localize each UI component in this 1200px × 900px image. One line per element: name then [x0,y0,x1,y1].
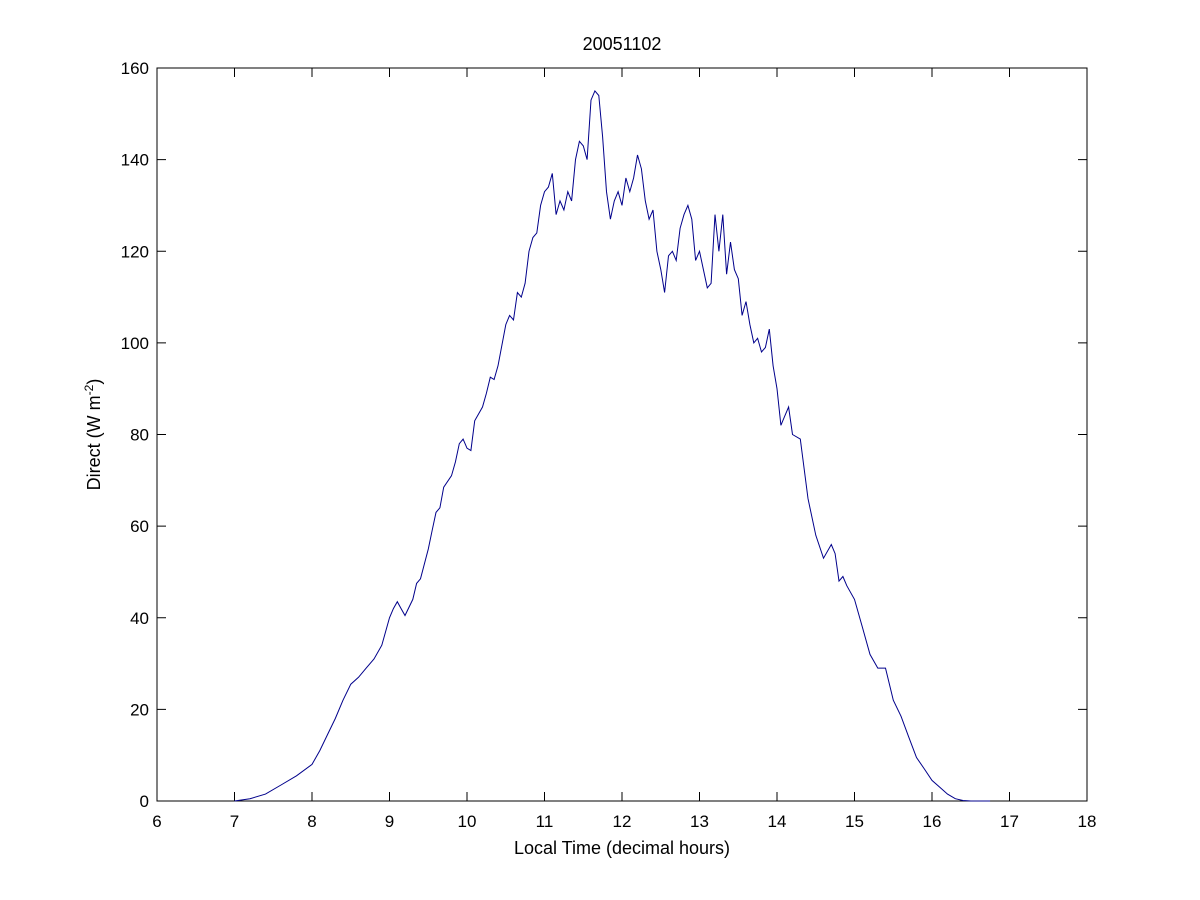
y-axis-label-superscript: -2 [82,384,96,395]
x-axis: 6 7 8 9 10 11 12 13 14 15 16 17 18 [152,68,1096,831]
y-tick-label: 0 [140,792,149,811]
y-tick-label: 140 [121,151,149,170]
x-tick-label: 15 [845,812,864,831]
y-axis-label-suffix: ) [84,379,104,385]
x-tick-label: 13 [690,812,709,831]
y-axis-label: Direct (W m-2) [82,379,104,491]
y-tick-label: 120 [121,242,149,261]
series-line [234,89,991,802]
x-tick-label: 11 [536,812,554,831]
x-tick-label: 17 [1000,812,1019,831]
x-axis-label: Local Time (decimal hours) [514,838,730,858]
x-tick-label: 9 [385,812,394,831]
x-tick-label: 8 [307,812,316,831]
x-tick-label: 14 [768,812,787,831]
y-tick-label: 80 [130,426,149,445]
y-axis: 0 20 40 60 80 100 120 140 160 [121,59,1087,811]
x-tick-label: 10 [458,812,477,831]
x-tick-label: 18 [1078,812,1097,831]
y-tick-label: 160 [121,59,149,78]
x-tick-label: 12 [613,812,632,831]
x-tick-label: 7 [230,812,239,831]
chart-title: 20051102 [583,34,662,54]
y-tick-label: 20 [130,700,149,719]
plot-area [156,67,1088,802]
x-tick-label: 6 [152,812,161,831]
x-tick-label: 16 [923,812,942,831]
y-tick-label: 60 [130,517,149,536]
y-tick-label: 100 [121,334,149,353]
y-axis-label-text: Direct (W m [84,395,104,490]
y-tick-label: 40 [130,609,149,628]
